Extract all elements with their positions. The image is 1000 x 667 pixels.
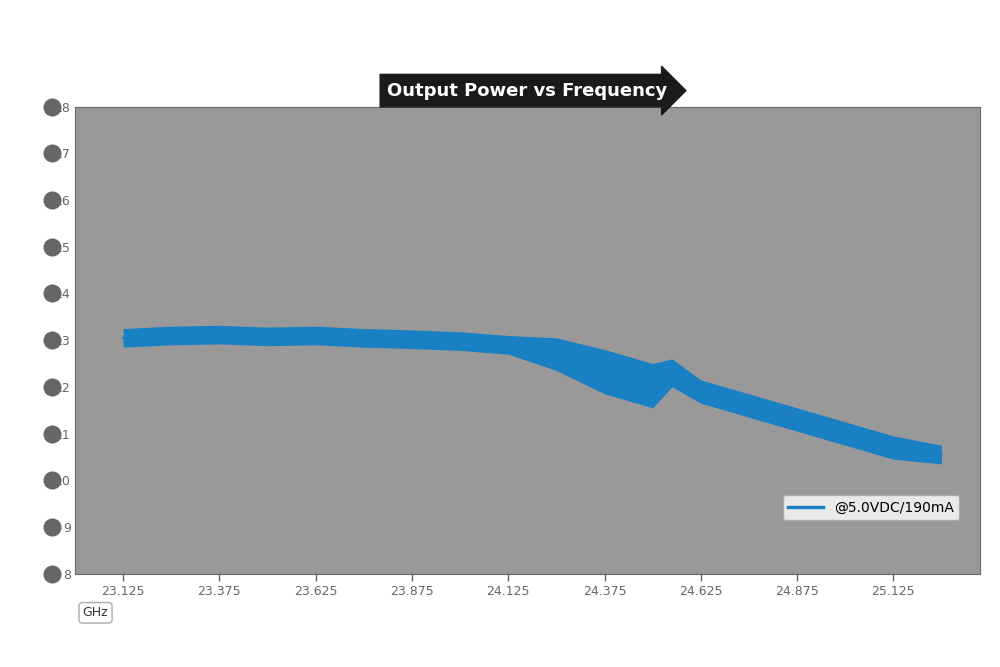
Legend: @5.0VDC/190mA: @5.0VDC/190mA: [783, 495, 959, 520]
Title: Output Power vs Frequency: Output Power vs Frequency: [387, 81, 668, 99]
Text: GHz: GHz: [83, 606, 108, 619]
